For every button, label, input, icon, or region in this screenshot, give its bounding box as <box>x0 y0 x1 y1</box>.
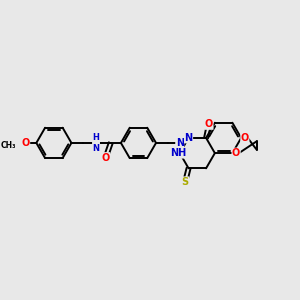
Text: O: O <box>101 153 110 163</box>
Text: S: S <box>182 177 189 187</box>
Text: O: O <box>232 148 240 158</box>
Text: CH₃: CH₃ <box>1 141 16 150</box>
Text: O: O <box>241 133 249 143</box>
Text: NH: NH <box>170 148 187 158</box>
Text: N: N <box>176 138 184 148</box>
Text: O: O <box>205 119 213 129</box>
Text: O: O <box>22 138 30 148</box>
Text: N: N <box>184 133 193 143</box>
Text: H
N: H N <box>92 133 100 153</box>
